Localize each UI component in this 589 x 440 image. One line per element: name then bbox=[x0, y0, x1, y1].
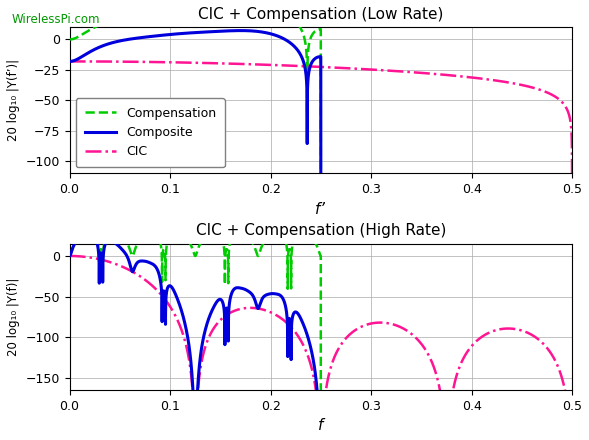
Compensation bbox=[317, 402, 325, 407]
CIC bbox=[373, 67, 380, 73]
Composite bbox=[388, 433, 395, 438]
CIC bbox=[497, 326, 504, 332]
Line: Composite: Composite bbox=[70, 31, 572, 440]
CIC bbox=[469, 342, 476, 348]
CIC bbox=[469, 75, 476, 80]
Composite bbox=[88, 233, 95, 238]
CIC bbox=[66, 253, 73, 259]
CIC bbox=[66, 59, 73, 64]
Y-axis label: 20 log₁₀ |Y(f’)|: 20 log₁₀ |Y(f’)| bbox=[7, 59, 20, 141]
Composite bbox=[214, 29, 221, 34]
CIC bbox=[129, 269, 136, 275]
Compensation bbox=[214, 231, 221, 236]
CIC bbox=[214, 61, 221, 66]
Compensation bbox=[107, 231, 114, 236]
Compensation bbox=[497, 402, 504, 407]
Compensation bbox=[243, 4, 250, 9]
Compensation bbox=[568, 402, 575, 407]
CIC bbox=[497, 79, 504, 84]
Composite bbox=[66, 253, 73, 259]
Title: CIC + Compensation (High Rate): CIC + Compensation (High Rate) bbox=[196, 224, 446, 238]
Composite bbox=[129, 36, 136, 41]
Compensation bbox=[129, 253, 136, 258]
Compensation bbox=[66, 253, 73, 259]
Compensation bbox=[66, 37, 73, 42]
CIC bbox=[373, 320, 380, 325]
CIC bbox=[388, 68, 395, 73]
Composite bbox=[373, 432, 380, 437]
X-axis label: f’: f’ bbox=[315, 202, 326, 216]
Line: Composite: Composite bbox=[70, 235, 572, 440]
Legend: Compensation, Composite, CIC: Compensation, Composite, CIC bbox=[76, 98, 225, 167]
Y-axis label: 20 log₁₀ |Y(f)|: 20 log₁₀ |Y(f)| bbox=[7, 278, 20, 356]
Line: CIC: CIC bbox=[70, 62, 572, 404]
Composite bbox=[129, 269, 136, 274]
Composite bbox=[237, 28, 244, 33]
Compensation bbox=[388, 402, 395, 407]
CIC bbox=[214, 320, 221, 325]
CIC bbox=[388, 321, 395, 326]
Line: CIC: CIC bbox=[70, 256, 572, 440]
X-axis label: f: f bbox=[318, 418, 323, 433]
Title: CIC + Compensation (Low Rate): CIC + Compensation (Low Rate) bbox=[198, 7, 444, 22]
Line: Compensation: Compensation bbox=[70, 6, 572, 404]
Compensation bbox=[469, 402, 477, 407]
CIC bbox=[568, 402, 575, 407]
Compensation bbox=[373, 402, 380, 407]
Compensation bbox=[214, 5, 221, 10]
Composite bbox=[214, 297, 221, 303]
Text: WirelessPi.com: WirelessPi.com bbox=[12, 13, 100, 26]
Composite bbox=[66, 59, 73, 64]
Compensation bbox=[129, 14, 136, 19]
Line: Compensation: Compensation bbox=[70, 234, 572, 440]
CIC bbox=[129, 59, 136, 64]
